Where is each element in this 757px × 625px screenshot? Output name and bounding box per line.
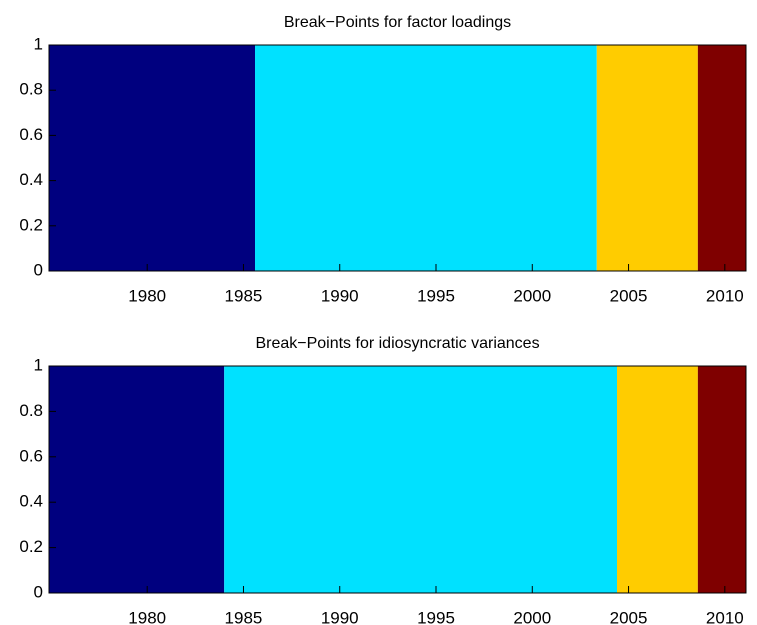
y-tick-label: 0	[34, 582, 43, 601]
x-tick-label: 1990	[321, 286, 359, 305]
y-tick-label: 0.4	[19, 170, 43, 189]
x-tick-label: 2010	[706, 286, 744, 305]
regime-bar	[596, 45, 698, 271]
y-tick-label: 0	[34, 260, 43, 279]
y-tick-label: 0.4	[19, 492, 43, 511]
x-tick-label: 1995	[417, 286, 455, 305]
x-tick-label: 1985	[225, 286, 263, 305]
chart-title: Break−Points for factor loadings	[284, 14, 511, 31]
regime-bar	[616, 366, 698, 593]
x-tick-label: 1980	[128, 286, 166, 305]
y-tick-label: 0.6	[19, 125, 43, 144]
x-tick-label: 2000	[513, 608, 551, 625]
chart-title: Break−Points for idiosyncratic variances	[255, 335, 539, 352]
regime-bar	[49, 366, 225, 593]
regime-bar	[697, 366, 746, 593]
y-tick-label: 0.2	[19, 215, 43, 234]
x-tick-label: 2005	[610, 286, 648, 305]
y-tick-label: 1	[34, 34, 43, 53]
regime-bar	[255, 45, 597, 271]
regime-bar	[224, 366, 617, 593]
axes-box	[48, 44, 747, 272]
x-tick-label: 2010	[706, 608, 744, 625]
x-tick-label: 2000	[513, 286, 551, 305]
regime-bar	[49, 45, 256, 271]
y-tick-label: 0.8	[19, 80, 43, 99]
y-tick-label: 0.6	[19, 446, 43, 465]
y-tick-label: 1	[34, 355, 43, 374]
y-tick-label: 0.2	[19, 537, 43, 556]
x-tick-label: 2005	[610, 608, 648, 625]
x-tick-label: 1980	[128, 608, 166, 625]
regime-bar	[697, 45, 746, 271]
x-tick-label: 1985	[225, 608, 263, 625]
axes-box	[48, 365, 747, 594]
x-tick-label: 1990	[321, 608, 359, 625]
y-tick-label: 0.8	[19, 401, 43, 420]
x-tick-label: 1995	[417, 608, 455, 625]
